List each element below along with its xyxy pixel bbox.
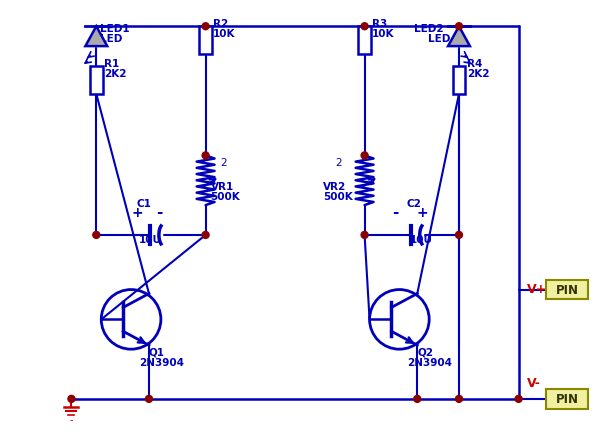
Text: VR1: VR1 [211,182,234,192]
Text: 2K2: 2K2 [467,69,490,79]
Text: R4: R4 [467,59,482,69]
Text: -: - [156,205,162,220]
Bar [452,66,466,94]
Text: 10K: 10K [371,29,394,39]
Circle shape [202,152,209,159]
Text: Q2: Q2 [417,347,433,357]
Text: +: + [417,206,428,220]
Text: 2N3904: 2N3904 [407,358,452,368]
Text: Q1: Q1 [149,347,165,357]
Text: V-: V- [527,378,541,390]
Text: LED: LED [100,34,122,44]
Circle shape [361,23,368,30]
Text: PIN: PIN [556,393,579,407]
Text: LED2: LED2 [414,24,444,34]
Text: R3: R3 [371,19,387,29]
Text: 500K: 500K [211,192,241,202]
Polygon shape [448,26,470,46]
Polygon shape [85,26,107,46]
Bar [358,26,371,54]
Circle shape [93,231,100,238]
Text: LED: LED [428,34,451,44]
Circle shape [455,23,463,30]
Text: 2N3904: 2N3904 [139,358,184,368]
Circle shape [361,231,368,238]
Circle shape [202,231,209,238]
Circle shape [68,396,75,402]
Text: 500K: 500K [323,192,353,202]
Text: -: - [70,415,73,425]
Bar [90,66,103,94]
Text: 10U: 10U [410,235,433,245]
Circle shape [515,396,522,402]
Circle shape [361,152,368,159]
Text: R1: R1 [104,59,119,69]
Text: 10K: 10K [212,29,235,39]
Text: 2: 2 [335,158,341,169]
Text: +: + [131,206,143,220]
Text: VR2: VR2 [323,182,346,192]
Bar [199,26,212,54]
Text: R2: R2 [212,19,228,29]
Text: PIN: PIN [556,284,579,297]
Text: 2K2: 2K2 [104,69,127,79]
Text: LED1: LED1 [100,24,130,34]
Circle shape [455,231,463,238]
Circle shape [202,23,209,30]
Text: -: - [392,205,398,220]
Circle shape [145,396,152,402]
Text: C2: C2 [407,199,422,209]
FancyBboxPatch shape [547,389,588,409]
Text: V+: V+ [527,283,547,296]
Text: C1: C1 [136,199,151,209]
Circle shape [455,396,463,402]
FancyBboxPatch shape [547,280,588,300]
Text: 10U: 10U [139,235,162,245]
Circle shape [414,396,421,402]
Text: 2: 2 [221,158,227,169]
